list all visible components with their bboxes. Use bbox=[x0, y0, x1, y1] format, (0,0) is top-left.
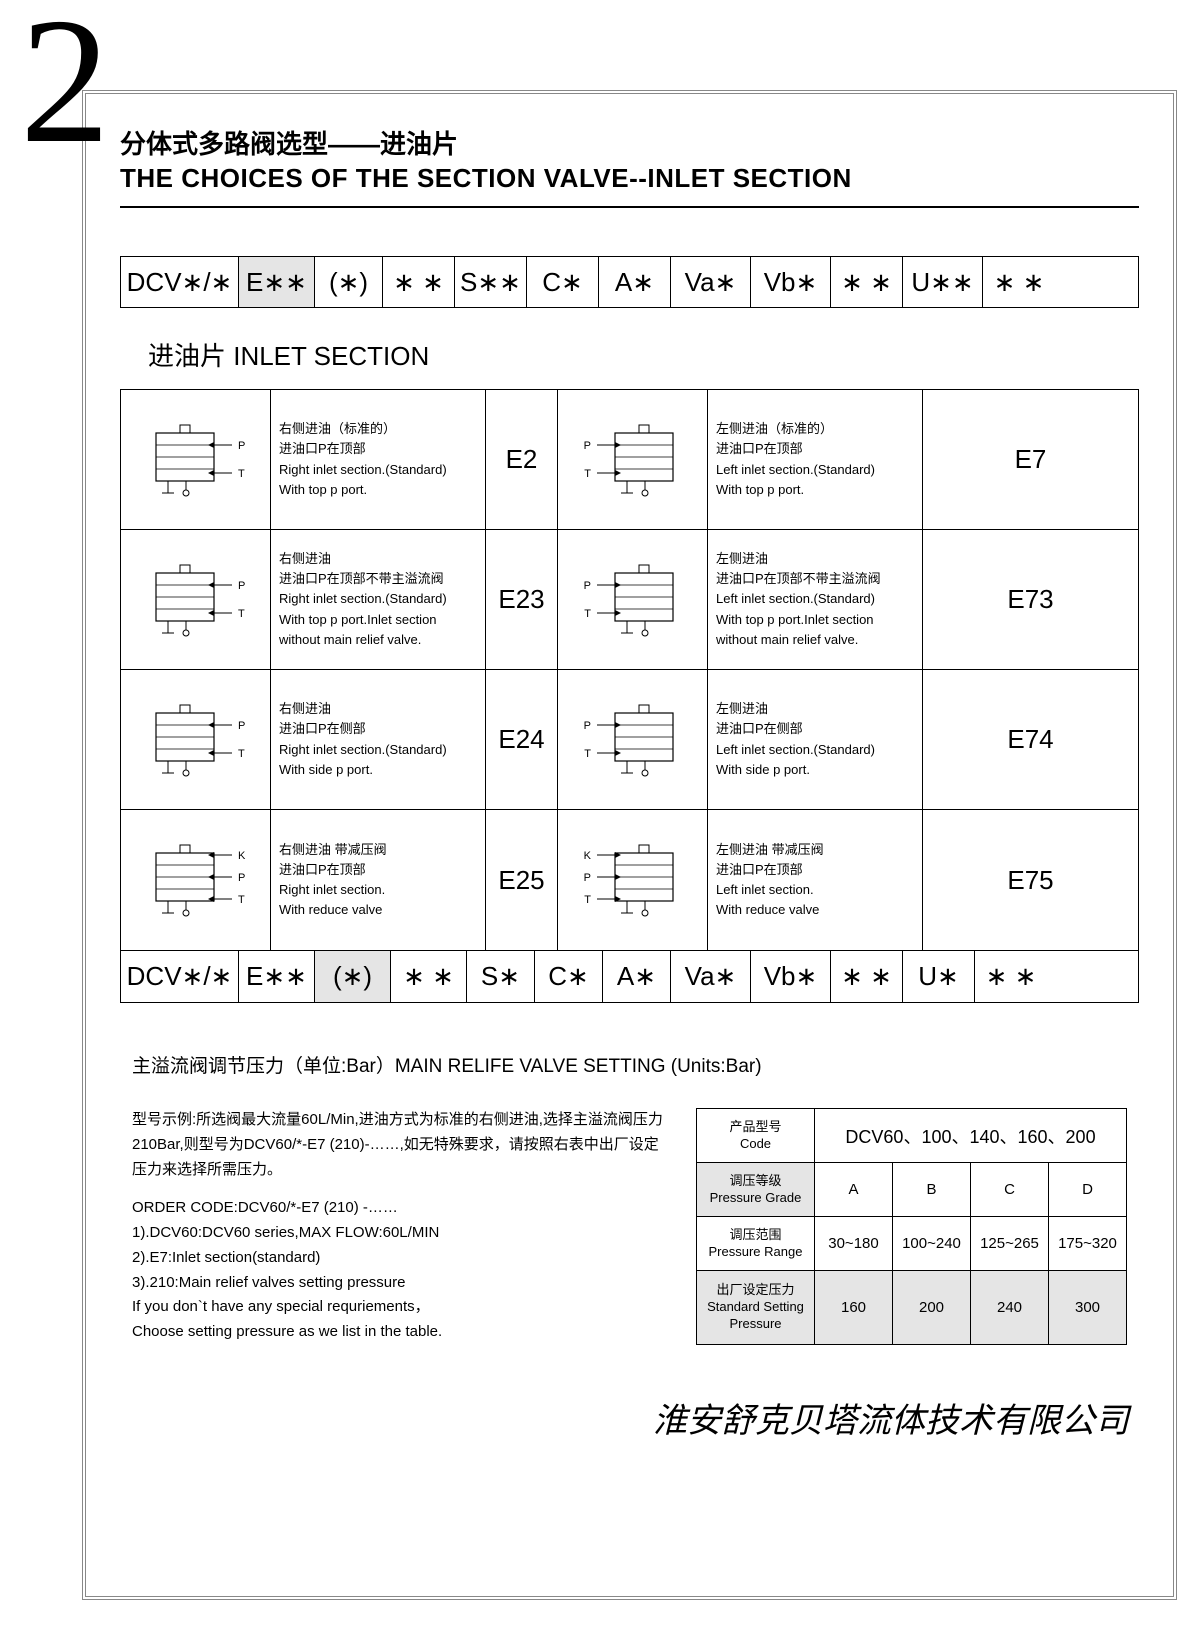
order-line-3: 3).210:Main relief valves setting pressu… bbox=[132, 1271, 668, 1296]
code-cell: S∗ bbox=[467, 951, 535, 1002]
hydraulic-schematic-icon: KPT bbox=[136, 835, 256, 925]
description-cell: 左侧进油 带减压阀进油口P在顶部Left inlet section.With … bbox=[708, 810, 923, 950]
description-cell: 左侧进油（标准的）进油口P在顶部Left inlet section.(Stan… bbox=[708, 390, 923, 529]
code-cell: Va∗ bbox=[671, 257, 751, 307]
description-cell: 左侧进油进油口P在侧部Left inlet section.(Standard)… bbox=[708, 670, 923, 809]
code-cell: A∗ bbox=[603, 951, 671, 1002]
description-cell: 右侧进油 带减压阀进油口P在顶部Right inlet section.With… bbox=[271, 810, 486, 950]
diagram-cell: PT bbox=[121, 390, 271, 529]
svg-text:T: T bbox=[584, 748, 591, 760]
order-code-row-bottom: DCV∗/∗E∗∗(∗)∗ ∗S∗C∗A∗Va∗Vb∗∗ ∗U∗∗ ∗ bbox=[120, 951, 1139, 1003]
code-cell: S∗∗ bbox=[455, 257, 527, 307]
code-cell: U∗ bbox=[903, 951, 975, 1002]
code-cell: ∗ ∗ bbox=[983, 257, 1055, 307]
description-cell: 左侧进油进油口P在顶部不带主溢流阀Left inlet section.(Sta… bbox=[708, 530, 923, 669]
hydraulic-schematic-icon: PT bbox=[136, 415, 256, 505]
svg-text:K: K bbox=[583, 850, 591, 862]
description-cell: 右侧进油（标准的）进油口P在顶部Right inlet section.(Sta… bbox=[271, 390, 486, 529]
title-cn: 分体式多路阀选型——进油片 bbox=[120, 124, 1139, 161]
inlet-row: PT 右侧进油进油口P在侧部Right inlet section.(Stand… bbox=[121, 670, 1138, 810]
code-cell: (∗) bbox=[315, 951, 391, 1002]
diagram-cell: KPT bbox=[558, 810, 708, 950]
svg-text:T: T bbox=[238, 748, 245, 760]
svg-text:P: P bbox=[583, 872, 590, 884]
svg-text:T: T bbox=[238, 894, 245, 906]
diagram-cell: PT bbox=[121, 530, 271, 669]
variant-code: E75 bbox=[923, 810, 1138, 950]
diagram-cell: PT bbox=[558, 670, 708, 809]
diagram-cell: PT bbox=[558, 390, 708, 529]
diagram-cell: KPT bbox=[121, 810, 271, 950]
description-cell: 右侧进油进油口P在侧部Right inlet section.(Standard… bbox=[271, 670, 486, 809]
company-name: 淮安舒克贝塔流体技术有限公司 bbox=[120, 1393, 1139, 1442]
hydraulic-schematic-icon: KPT bbox=[573, 835, 693, 925]
code-cell: Va∗ bbox=[671, 951, 751, 1002]
hydraulic-schematic-icon: PT bbox=[573, 555, 693, 645]
hydraulic-schematic-icon: PT bbox=[136, 695, 256, 785]
description-cell: 右侧进油进油口P在顶部不带主溢流阀Right inlet section.(St… bbox=[271, 530, 486, 669]
code-cell: ∗ ∗ bbox=[831, 257, 903, 307]
svg-text:P: P bbox=[238, 440, 245, 452]
code-cell: ∗ ∗ bbox=[383, 257, 455, 307]
variant-code: E2 bbox=[486, 390, 558, 529]
code-cell: E∗∗ bbox=[239, 257, 315, 307]
code-cell: DCV∗/∗ bbox=[121, 257, 239, 307]
svg-text:P: P bbox=[238, 720, 245, 732]
svg-text:P: P bbox=[583, 580, 590, 592]
relief-valve-subtitle: 主溢流阀调节压力（单位:Bar）MAIN RELIFE VALVE SETTIN… bbox=[132, 1051, 1139, 1078]
svg-text:T: T bbox=[584, 468, 591, 480]
svg-text:T: T bbox=[584, 894, 591, 906]
diagram-cell: PT bbox=[121, 670, 271, 809]
svg-text:T: T bbox=[238, 608, 245, 620]
page-frame: 分体式多路阀选型——进油片 THE CHOICES OF THE SECTION… bbox=[82, 90, 1177, 1600]
code-cell: ∗ ∗ bbox=[831, 951, 903, 1002]
order-line-5: Choose setting pressure as we list in th… bbox=[132, 1320, 668, 1345]
variant-code: E24 bbox=[486, 670, 558, 809]
code-cell: C∗ bbox=[527, 257, 599, 307]
inlet-row: PT 右侧进油（标准的）进油口P在顶部Right inlet section.(… bbox=[121, 390, 1138, 530]
variant-code: E25 bbox=[486, 810, 558, 950]
code-cell: Vb∗ bbox=[751, 257, 831, 307]
hydraulic-schematic-icon: PT bbox=[573, 415, 693, 505]
svg-text:T: T bbox=[238, 468, 245, 480]
code-cell: A∗ bbox=[599, 257, 671, 307]
bottom-area: 型号示例:所选阀最大流量60L/Min,进油方式为标准的右侧进油,选择主溢流阀压… bbox=[120, 1108, 1139, 1345]
order-line-2: 2).E7:Inlet section(standard) bbox=[132, 1246, 668, 1271]
title-en: THE CHOICES OF THE SECTION VALVE--INLET … bbox=[120, 163, 1139, 194]
svg-text:P: P bbox=[238, 872, 245, 884]
inlet-row: KPT 右侧进油 带减压阀进油口P在顶部Right inlet section.… bbox=[121, 810, 1138, 950]
title-rule bbox=[120, 206, 1139, 208]
code-cell: (∗) bbox=[315, 257, 383, 307]
svg-text:P: P bbox=[583, 440, 590, 452]
example-cn: 型号示例:所选阀最大流量60L/Min,进油方式为标准的右侧进油,选择主溢流阀压… bbox=[132, 1108, 668, 1182]
code-cell: E∗∗ bbox=[239, 951, 315, 1002]
svg-text:K: K bbox=[238, 850, 246, 862]
inlet-row: PT 右侧进油进油口P在顶部不带主溢流阀Right inlet section.… bbox=[121, 530, 1138, 670]
variant-code: E23 bbox=[486, 530, 558, 669]
code-cell: Vb∗ bbox=[751, 951, 831, 1002]
code-cell: DCV∗/∗ bbox=[121, 951, 239, 1002]
order-line-4: If you don`t have any special requriemen… bbox=[132, 1295, 668, 1320]
order-example-text: 型号示例:所选阀最大流量60L/Min,进油方式为标准的右侧进油,选择主溢流阀压… bbox=[132, 1108, 668, 1345]
code-cell: ∗ ∗ bbox=[975, 951, 1047, 1002]
section-title: 进油片 INLET SECTION bbox=[148, 336, 1139, 373]
page-number: 2 bbox=[20, 0, 110, 162]
inlet-section-table: PT 右侧进油（标准的）进油口P在顶部Right inlet section.(… bbox=[120, 389, 1139, 951]
order-code-line: ORDER CODE:DCV60/*-E7 (210) -…… bbox=[132, 1196, 668, 1221]
variant-code: E73 bbox=[923, 530, 1138, 669]
svg-text:P: P bbox=[238, 580, 245, 592]
pressure-table: 产品型号Code DCV60、100、140、160、200 调压等级Press… bbox=[696, 1108, 1127, 1345]
code-cell: U∗∗ bbox=[903, 257, 983, 307]
diagram-cell: PT bbox=[558, 530, 708, 669]
svg-text:T: T bbox=[584, 608, 591, 620]
variant-code: E7 bbox=[923, 390, 1138, 529]
order-line-1: 1).DCV60:DCV60 series,MAX FLOW:60L/MIN bbox=[132, 1221, 668, 1246]
variant-code: E74 bbox=[923, 670, 1138, 809]
svg-text:P: P bbox=[583, 720, 590, 732]
order-code-row-top: DCV∗/∗E∗∗(∗)∗ ∗S∗∗C∗A∗Va∗Vb∗∗ ∗U∗∗∗ ∗ bbox=[120, 256, 1139, 308]
code-cell: C∗ bbox=[535, 951, 603, 1002]
hydraulic-schematic-icon: PT bbox=[136, 555, 256, 645]
code-cell: ∗ ∗ bbox=[391, 951, 467, 1002]
hydraulic-schematic-icon: PT bbox=[573, 695, 693, 785]
